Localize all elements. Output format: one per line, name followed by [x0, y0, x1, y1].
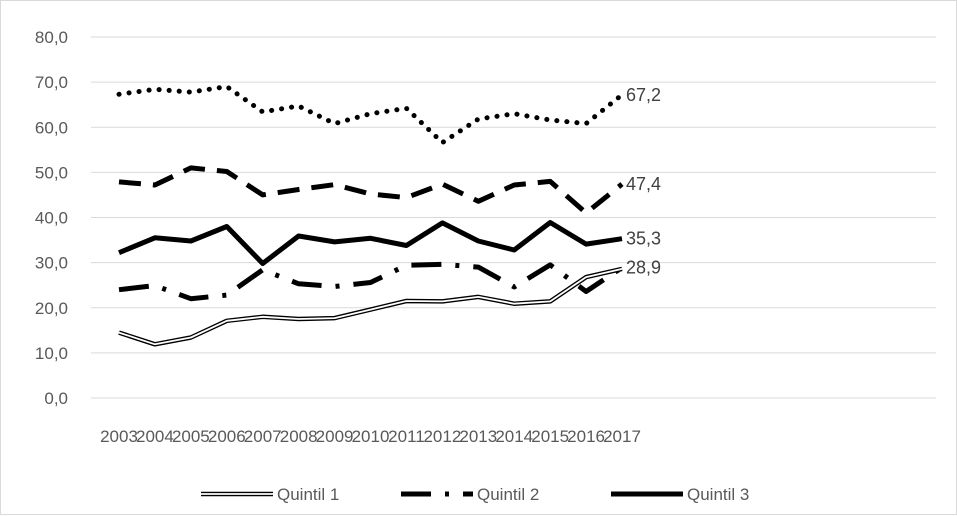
y-tick-label: 0,0	[44, 389, 68, 408]
legend-label: Quintil 2	[477, 485, 539, 504]
x-tick-label: 2004	[136, 427, 174, 446]
legend-item-s2: Quintil 2	[401, 485, 539, 504]
series-line-s3	[118, 220, 623, 266]
x-tick-label: 2016	[567, 427, 605, 446]
y-tick-label: 30,0	[35, 254, 68, 273]
data-label-s3: 35,3	[626, 229, 661, 249]
y-tick-label: 80,0	[35, 28, 68, 47]
x-tick-label: 2008	[280, 427, 318, 446]
x-tick-label: 2012	[423, 427, 461, 446]
x-tick-label: 2007	[244, 427, 282, 446]
y-tick-label: 50,0	[35, 163, 68, 182]
x-tick-label: 2013	[459, 427, 497, 446]
x-tick-label: 2011	[388, 427, 425, 446]
series-line-s1-inner	[118, 268, 623, 346]
gridlines	[91, 36, 936, 399]
legend-item-s3: Quintil 3	[611, 485, 749, 504]
legend-item-s1: Quintil 1	[201, 485, 339, 504]
data-label-s2: 28,9	[626, 258, 661, 278]
y-tick-label: 40,0	[35, 209, 68, 228]
x-tick-label: 2009	[316, 427, 354, 446]
series-line-s2	[118, 261, 624, 302]
x-tick-label: 2017	[603, 427, 641, 446]
legend-label: Quintil 3	[687, 485, 749, 504]
axes: 0,010,020,030,040,050,060,070,080,020032…	[35, 28, 641, 446]
data-label-s5: 67,2	[626, 85, 661, 105]
x-tick-label: 2006	[208, 427, 246, 446]
series-lines	[116, 84, 625, 347]
y-tick-label: 70,0	[35, 73, 68, 92]
x-tick-label: 2005	[172, 427, 210, 446]
legend-label: Quintil 1	[277, 485, 339, 504]
y-tick-label: 10,0	[35, 344, 68, 363]
x-tick-label: 2014	[495, 427, 533, 446]
x-tick-label: 2010	[352, 427, 390, 446]
data-labels: 67,2 47,4 35,3 28,9	[626, 85, 661, 278]
series-line-s5	[116, 84, 625, 146]
legend: Quintil 1 Quintil 2 Quintil 3	[201, 485, 749, 504]
y-tick-label: 20,0	[35, 299, 68, 318]
x-tick-label: 2015	[531, 427, 569, 446]
series-line-s4	[118, 165, 624, 216]
x-tick-label: 2003	[100, 427, 138, 446]
y-tick-label: 60,0	[35, 118, 68, 137]
data-label-s4: 47,4	[626, 174, 661, 194]
